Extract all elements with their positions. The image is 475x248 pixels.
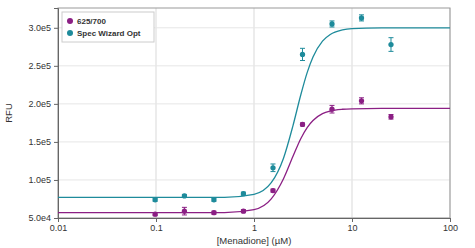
error-bar	[182, 207, 187, 215]
point	[329, 21, 334, 26]
point	[359, 98, 364, 103]
x-tick-label: 1	[252, 223, 257, 233]
y-tick-label: 3.0e5	[28, 23, 51, 33]
x-tick-mark	[254, 218, 255, 222]
x-tick: 10	[347, 218, 357, 233]
legend-label: Spec Wizard Opt	[77, 29, 141, 38]
y-tick-label: 1.5e5	[28, 137, 51, 147]
marks	[58, 15, 450, 217]
point	[388, 42, 393, 47]
x-tick-label: 100	[443, 223, 458, 233]
x-axis-title: [Menadione] (µM)	[217, 235, 292, 246]
error-bar	[388, 38, 393, 52]
grid-line-y	[58, 141, 450, 142]
error-bar	[359, 15, 364, 21]
x-axis-line	[59, 219, 451, 223]
y-tick-mark	[54, 218, 58, 219]
x-tick-label: 0.1	[150, 223, 163, 233]
error-bar	[300, 48, 305, 60]
series	[152, 98, 393, 217]
plot: 0.01 0.1 1 10 100 5.0e4 1.0e5 1.5e5 2.0e5 2.5e5 3.…	[28, 8, 458, 233]
grid-line-y	[58, 179, 450, 180]
y-tick-mark	[54, 66, 58, 67]
y-tick: 1.5e5	[28, 137, 58, 147]
plot-frame	[58, 8, 450, 218]
x-tick: 100	[443, 218, 458, 233]
point	[270, 188, 275, 193]
legend-marker	[67, 18, 73, 24]
error-bar	[388, 115, 393, 120]
y-tick: 2.5e5	[28, 61, 58, 71]
x-tick-mark	[352, 218, 353, 222]
y-tick: 3.0e5	[28, 23, 58, 33]
x-axis: 0.01 0.1 1 10 100	[50, 218, 458, 233]
y-tick-mark	[54, 180, 58, 181]
point	[300, 122, 305, 127]
y-tick-mark	[54, 28, 58, 29]
grid-line-x	[352, 8, 353, 218]
y-tick-label: 2.5e5	[28, 61, 51, 71]
y-tick: 1.0e5	[28, 175, 58, 185]
point	[359, 15, 364, 20]
x-tick-mark	[156, 218, 157, 222]
error-bar	[329, 105, 334, 113]
chart: 0.01 0.1 1 10 100 5.0e4 1.0e5 1.5e5 2.0e5 2.5e5 3.…	[0, 0, 475, 248]
grid	[58, 8, 450, 218]
legend-label: 625/700	[77, 17, 106, 26]
legend-marker	[67, 30, 73, 36]
y-tick-label: 5.0e4	[28, 213, 51, 223]
grid-line-y	[58, 103, 450, 104]
legend-box	[62, 12, 154, 42]
x-tick-label: 0.01	[50, 223, 68, 233]
y-axis-line	[54, 9, 59, 219]
x-tick-mark	[450, 218, 451, 222]
fit-line	[58, 28, 450, 198]
x-tick: 0.1	[150, 218, 163, 233]
point	[300, 52, 305, 57]
y-tick: 5.0e4	[28, 213, 58, 223]
error-bar	[329, 21, 334, 27]
y-tick-mark	[54, 142, 58, 143]
y-tick-mark	[54, 104, 58, 105]
error-bar	[270, 164, 275, 172]
y-axis-title: RFU	[3, 103, 14, 123]
y-axis: 5.0e4 1.0e5 1.5e5 2.0e5 2.5e5 3.0e5	[28, 9, 58, 224]
grid-line-x	[254, 8, 255, 218]
x-tick-label: 10	[347, 223, 357, 233]
legend: 625/700 Spec Wizard Opt	[62, 12, 154, 42]
grid-line-y	[58, 65, 450, 66]
y-tick-label: 1.0e5	[28, 175, 51, 185]
x-tick: 1	[252, 218, 257, 233]
error-bar	[359, 98, 364, 104]
y-tick: 2.0e5	[28, 99, 58, 109]
y-tick-label: 2.0e5	[28, 99, 51, 109]
point	[270, 165, 275, 170]
grid-line-x	[156, 8, 157, 218]
point	[388, 114, 393, 119]
x-tick: 0.01	[50, 218, 68, 233]
